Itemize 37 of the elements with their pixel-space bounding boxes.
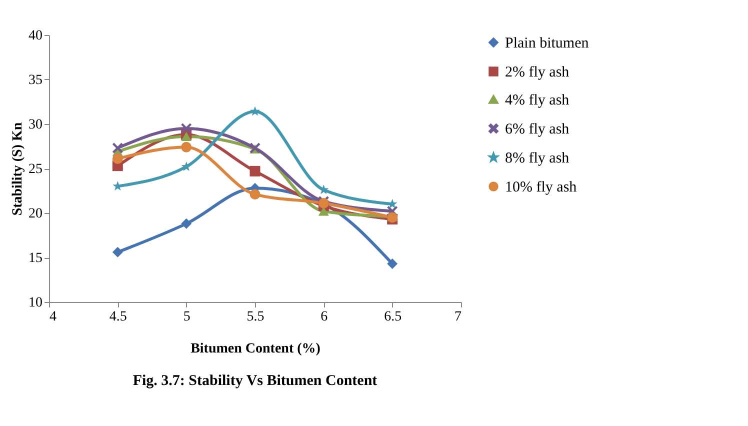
- point: [181, 142, 192, 152]
- point: [181, 123, 192, 134]
- x-tick-label: 6: [320, 310, 328, 324]
- x-tick-label: 5: [183, 310, 190, 324]
- x-tick-label: 7: [454, 310, 462, 324]
- y-tick-label: 30: [28, 118, 42, 132]
- legend-label: 10% fly ash: [505, 180, 578, 196]
- legend-label: Plain bitumen: [505, 36, 590, 52]
- legend-label: 4% fly ash: [505, 92, 570, 108]
- text: Fig. 3.7: Stability Vs Bitumen Content: [132, 373, 378, 389]
- point: [112, 142, 123, 154]
- x-tick-label: 5.5: [246, 310, 264, 324]
- x-tick-label: 6.5: [384, 310, 402, 324]
- x-tick-label: 4.5: [109, 310, 127, 324]
- y-tick-label: 10: [28, 296, 42, 310]
- point: [112, 153, 123, 164]
- point: [387, 198, 398, 208]
- point: [250, 189, 260, 200]
- y-tick-label: 40: [28, 28, 42, 44]
- point: [250, 166, 260, 176]
- y-tick-label: 25: [28, 162, 42, 177]
- point: [181, 132, 192, 141]
- y-tick-label: 15: [28, 251, 42, 266]
- x-tick-label: 4: [50, 310, 56, 324]
- point: [250, 106, 260, 116]
- x-axis-title: Bitumen Content (%): [190, 342, 321, 356]
- legend-label: 8% fly ash: [505, 150, 570, 166]
- point: [387, 258, 398, 269]
- y-tick-label: 20: [28, 206, 42, 222]
- point: [181, 218, 192, 229]
- legend-label: 2% fly ash: [505, 64, 570, 80]
- y-axis-title: Stability (S) Kn: [10, 122, 26, 216]
- point: [318, 206, 329, 216]
- legend-label: 6% fly ash: [505, 122, 570, 138]
- point: [112, 246, 123, 258]
- point: [181, 161, 192, 171]
- y-tick-label: 35: [28, 73, 42, 88]
